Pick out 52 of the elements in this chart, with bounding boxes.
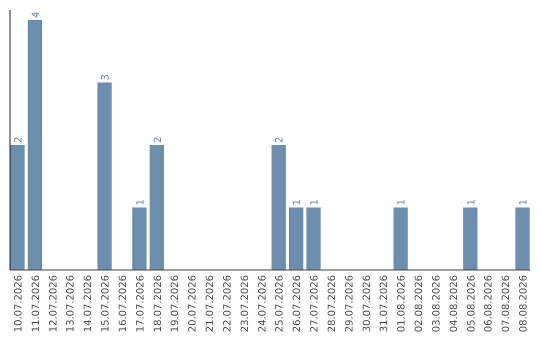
x-tick-label: 18.07.2026 bbox=[152, 275, 164, 332]
x-tick-label: 25.07.2026 bbox=[274, 275, 286, 332]
data-label: 1 bbox=[518, 199, 530, 206]
x-tick-label: 29.07.2026 bbox=[344, 275, 356, 332]
x-tick-label: 10.07.2026 bbox=[13, 275, 24, 332]
x-tick-label: 27.07.2026 bbox=[310, 275, 321, 332]
data-label: 1 bbox=[396, 199, 408, 206]
x-tick-label: 24.07.2026 bbox=[257, 275, 268, 332]
bar bbox=[272, 145, 286, 270]
bar bbox=[150, 145, 164, 270]
data-label: 2 bbox=[13, 136, 24, 143]
data-label: 1 bbox=[466, 199, 478, 206]
data-label: 3 bbox=[100, 74, 112, 80]
data-label: 2 bbox=[152, 136, 164, 143]
bar bbox=[463, 208, 478, 270]
x-tick-label: 01.08.2026 bbox=[396, 275, 408, 332]
x-tick-label: 19.07.2026 bbox=[170, 275, 182, 332]
x-tick-label: 17.07.2026 bbox=[135, 275, 146, 332]
x-tick-label: 04.08.2026 bbox=[448, 275, 460, 332]
x-tick-label: 02.08.2026 bbox=[414, 275, 426, 332]
x-tick-label: 12.07.2026 bbox=[48, 275, 60, 332]
x-tick-label: 28.07.2026 bbox=[326, 275, 338, 332]
data-label: 4 bbox=[30, 12, 42, 18]
x-tick-label: 08.08.2026 bbox=[518, 275, 530, 332]
x-tick-label: 05.08.2026 bbox=[466, 275, 478, 332]
x-tick-label: 03.08.2026 bbox=[431, 275, 442, 332]
bar bbox=[515, 208, 530, 270]
data-label: 2 bbox=[274, 136, 286, 143]
x-tick-label: 26.07.2026 bbox=[292, 275, 304, 332]
data-label: 1 bbox=[310, 199, 321, 206]
bar bbox=[306, 208, 321, 270]
x-tick-label: 15.07.2026 bbox=[100, 275, 112, 332]
x-tick-label: 07.08.2026 bbox=[501, 275, 512, 332]
bar bbox=[288, 208, 304, 270]
x-tick-label: 31.07.2026 bbox=[379, 275, 390, 332]
bar bbox=[132, 208, 147, 270]
x-tick-label: 23.07.2026 bbox=[240, 275, 251, 332]
x-tick-label: 21.07.2026 bbox=[205, 275, 216, 332]
x-tick-label: 22.07.2026 bbox=[222, 275, 234, 332]
bar bbox=[28, 20, 42, 270]
bar bbox=[393, 208, 408, 270]
data-label: 1 bbox=[292, 199, 304, 206]
x-tick-label: 30.07.2026 bbox=[362, 275, 373, 332]
x-tick-label: 20.07.2026 bbox=[188, 275, 199, 332]
x-tick-label: 06.08.2026 bbox=[484, 275, 495, 332]
x-tick-label: 13.07.2026 bbox=[66, 275, 77, 332]
data-label: 1 bbox=[135, 199, 146, 206]
x-tick-label: 11.07.2026 bbox=[30, 275, 42, 332]
x-tick-label: 14.07.2026 bbox=[83, 275, 94, 332]
bar bbox=[10, 145, 25, 270]
x-tick-label: 16.07.2026 bbox=[118, 275, 129, 332]
bar bbox=[97, 82, 112, 270]
